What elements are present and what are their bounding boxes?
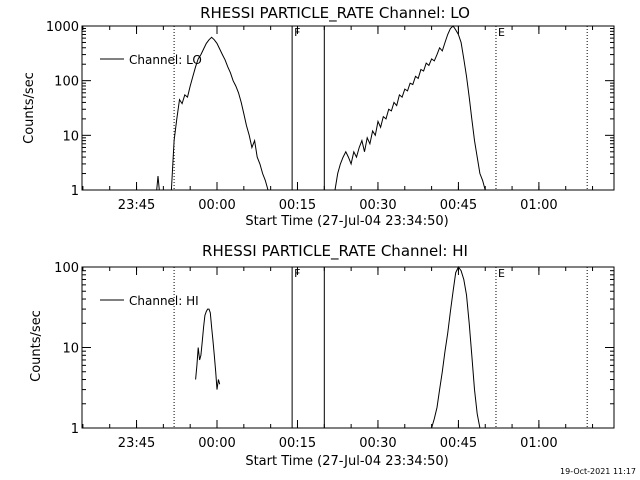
lo-y-tick-label: 10 xyxy=(62,129,79,144)
hi-x-tick-label: 00:00 xyxy=(198,436,235,451)
lo-x-tick-label: 00:00 xyxy=(198,198,235,213)
lo-y-tick-label: 1 xyxy=(71,184,79,199)
lo-event-marker-label: F xyxy=(294,26,300,39)
hi-channel-panel: RHESSI PARTICLE_RATE Channel: HI Counts/… xyxy=(29,242,615,469)
hi-y-axis-label: Counts/sec xyxy=(29,310,44,382)
lo-chart-title: RHESSI PARTICLE_RATE Channel: LO xyxy=(200,4,470,23)
hi-x-axis-label: Start Time (27-Jul-04 23:34:50) xyxy=(245,454,448,469)
lo-series-line xyxy=(334,25,488,191)
hi-axes-frame xyxy=(81,266,615,429)
lo-axes-frame xyxy=(81,25,615,191)
lo-x-tick-label: 00:15 xyxy=(279,198,316,213)
hi-y-tick-label: 100 xyxy=(54,261,79,276)
hi-y-tick-label: 10 xyxy=(62,342,79,357)
hi-x-tick-label: 23:45 xyxy=(118,436,155,451)
hi-x-tick-label: 01:00 xyxy=(520,436,557,451)
generation-timestamp: 19-Oct-2021 11:17 xyxy=(560,467,636,476)
hi-x-tick-label: 00:15 xyxy=(279,436,316,451)
lo-legend-label: Channel: LO xyxy=(129,53,202,67)
hi-x-tick-label: 00:45 xyxy=(440,436,477,451)
lo-x-tick-label: 23:45 xyxy=(118,198,155,213)
hi-series-line xyxy=(195,308,221,390)
hi-event-marker-label: E xyxy=(498,267,505,280)
hi-plot-area: 23:45 00:00 00:15 00:30 00:45 01:00 1 10 100 F E Ch… xyxy=(54,261,615,451)
lo-x-tick-label: 00:45 xyxy=(440,198,477,213)
hi-y-tick-label: 1 xyxy=(71,422,79,437)
hi-legend-label: Channel: HI xyxy=(129,294,199,308)
lo-plot-area: 23:45 00:00 00:15 00:30 00:45 01:00 1 10 100 1000… xyxy=(46,20,615,213)
lo-x-tick-label: 01:00 xyxy=(520,198,557,213)
lo-y-axis-label: Counts/sec xyxy=(22,72,37,144)
lo-series-line xyxy=(156,175,160,191)
lo-x-axis-label: Start Time (27-Jul-04 23:34:50) xyxy=(245,214,448,229)
hi-event-marker-label: F xyxy=(294,267,300,280)
lo-y-tick-label: 100 xyxy=(54,75,79,90)
lo-series-line xyxy=(170,36,269,191)
hi-x-tick-label: 00:30 xyxy=(359,436,396,451)
lo-event-marker-label: E xyxy=(498,26,505,39)
hi-chart-title: RHESSI PARTICLE_RATE Channel: HI xyxy=(202,242,468,261)
hi-series-line xyxy=(431,266,481,429)
lo-y-tick-label: 1000 xyxy=(46,20,79,35)
lo-channel-panel: RHESSI PARTICLE_RATE Channel: LO Counts/… xyxy=(22,4,615,229)
lo-x-tick-label: 00:30 xyxy=(359,198,396,213)
